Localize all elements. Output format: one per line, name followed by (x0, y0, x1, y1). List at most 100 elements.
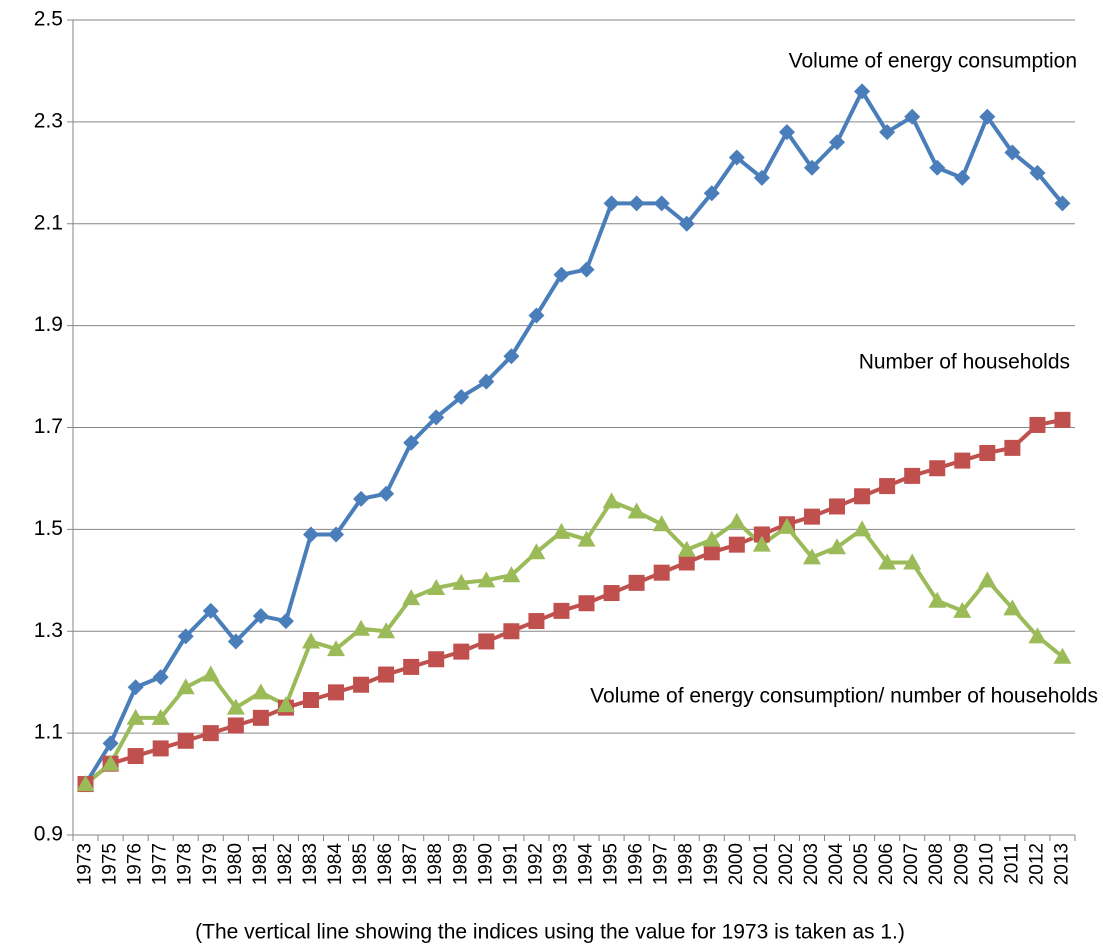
x-tick-label: 2006 (876, 843, 897, 885)
marker (1028, 627, 1047, 644)
marker (653, 195, 670, 212)
marker (102, 735, 119, 752)
x-tick-label: 1978 (175, 843, 196, 885)
marker (528, 613, 545, 630)
marker (753, 526, 770, 543)
marker (302, 526, 319, 543)
marker (803, 159, 820, 176)
x-tick-label: 1994 (576, 843, 597, 886)
x-tick-label: 1979 (200, 843, 221, 885)
x-tick-label: 1991 (500, 843, 521, 885)
marker (752, 535, 771, 552)
marker (528, 307, 545, 324)
marker (979, 444, 996, 461)
y-tick-label: 2.5 (34, 8, 63, 31)
marker (101, 754, 120, 771)
marker (177, 732, 194, 749)
x-tick-label: 2002 (776, 843, 797, 885)
marker (176, 678, 195, 695)
marker (879, 124, 896, 141)
marker (828, 538, 847, 555)
marker (702, 530, 721, 547)
marker (929, 159, 946, 176)
x-tick-label: 1990 (475, 843, 496, 885)
marker (151, 708, 170, 725)
marker (227, 717, 244, 734)
marker (628, 574, 645, 591)
x-tick-label: 1983 (300, 843, 321, 885)
marker (328, 526, 345, 543)
marker (602, 492, 621, 509)
marker (778, 124, 795, 141)
marker (578, 595, 595, 612)
marker (954, 169, 971, 186)
x-tick-label: 1981 (250, 843, 271, 885)
marker (428, 651, 445, 668)
marker (403, 658, 420, 675)
y-tick-label: 2.1 (34, 211, 63, 234)
marker (252, 709, 269, 726)
marker (954, 452, 971, 469)
marker (578, 261, 595, 278)
x-tick-label: 1976 (125, 843, 146, 885)
marker (503, 623, 520, 640)
marker (678, 215, 695, 232)
marker (728, 149, 745, 166)
marker (353, 490, 370, 507)
x-tick-label: 2011 (1001, 843, 1022, 884)
x-tick-label: 1982 (275, 843, 296, 885)
series-label: Number of households (859, 351, 1070, 374)
marker (904, 467, 921, 484)
marker (953, 601, 972, 618)
x-tick-label: 1997 (651, 843, 672, 885)
marker (978, 571, 997, 588)
marker (1029, 416, 1046, 433)
marker (353, 676, 370, 693)
marker (327, 640, 346, 657)
marker (653, 564, 670, 581)
x-tick-label: 1980 (225, 843, 246, 885)
marker (853, 520, 872, 537)
y-tick-label: 1.9 (34, 313, 63, 336)
x-tick-label: 2013 (1051, 843, 1072, 885)
marker (152, 740, 169, 757)
x-tick-label: 2008 (926, 843, 947, 885)
marker (728, 536, 745, 553)
marker (829, 134, 846, 151)
x-tick-label: 1975 (100, 843, 121, 885)
series-line (84, 499, 1064, 786)
marker (854, 488, 871, 505)
marker (152, 669, 169, 686)
marker (453, 643, 470, 660)
marker (727, 512, 746, 529)
marker (678, 554, 695, 571)
marker (452, 573, 471, 590)
marker (979, 108, 996, 125)
marker (803, 508, 820, 525)
marker (903, 553, 922, 570)
marker (202, 725, 219, 742)
marker (502, 566, 521, 583)
marker (477, 571, 496, 588)
marker (703, 185, 720, 202)
x-tick-label: 1989 (450, 843, 471, 885)
marker (378, 485, 395, 502)
marker (603, 195, 620, 212)
x-tick-label: 1985 (350, 843, 371, 885)
y-tick-label: 1.1 (34, 721, 63, 744)
x-tick-label: 1986 (375, 843, 396, 885)
marker (352, 619, 371, 636)
x-tick-label: 1973 (75, 843, 96, 885)
marker (177, 628, 194, 645)
x-tick-label: 2005 (851, 843, 872, 885)
x-tick-label: 2009 (951, 843, 972, 885)
marker (1004, 439, 1021, 456)
marker (503, 348, 520, 365)
x-tick-label: 2001 (751, 843, 772, 885)
marker (453, 388, 470, 405)
marker (226, 698, 245, 715)
x-tick-label: 2003 (801, 843, 822, 885)
marker (127, 679, 144, 696)
marker (227, 633, 244, 650)
marker (928, 591, 947, 608)
